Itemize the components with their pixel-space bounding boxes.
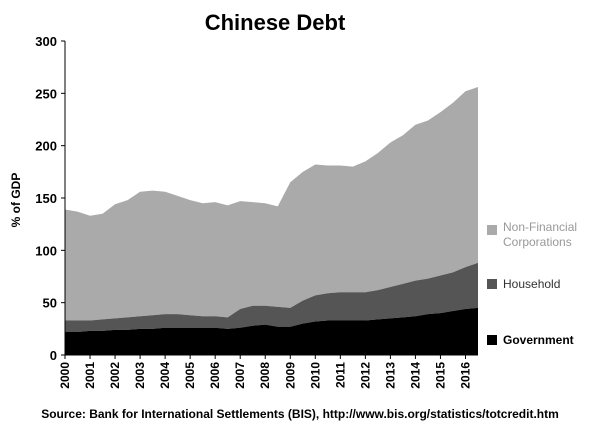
y-axis-label: % of GDP	[9, 173, 23, 228]
x-tick-label: 2005	[183, 362, 197, 389]
y-tick-label: 250	[35, 86, 57, 101]
x-tick-label: 2006	[208, 362, 222, 389]
source-note: Source: Bank for International Settlemen…	[41, 407, 559, 421]
x-tick-label: 2004	[158, 362, 172, 389]
x-tick-label: 2008	[258, 362, 272, 389]
legend-label: Household	[503, 277, 561, 291]
x-tick-label: 2001	[83, 362, 97, 389]
y-tick-label: 50	[43, 296, 57, 311]
x-tick-label: 2013	[383, 362, 397, 389]
x-tick-label: 2012	[358, 362, 372, 389]
y-tick-label: 200	[35, 139, 57, 154]
y-tick-label: 100	[35, 243, 57, 258]
y-tick-label: 300	[35, 34, 57, 49]
area	[65, 87, 478, 321]
legend-swatch	[487, 225, 497, 235]
x-tick-label: 2011	[333, 362, 347, 388]
legend-label: Government	[503, 333, 574, 347]
x-tick-label: 2010	[308, 362, 322, 389]
chart-title: Chinese Debt	[205, 10, 346, 35]
area	[65, 262, 478, 332]
x-tick-label: 2009	[283, 362, 297, 389]
y-tick-label: 0	[50, 348, 57, 363]
legend-swatch	[487, 335, 497, 345]
legend-label: Non-Financial Corporations	[503, 220, 578, 249]
x-tick-label: 2014	[408, 362, 422, 389]
x-tick-label: 2003	[133, 362, 147, 389]
x-tick-label: 2016	[458, 362, 472, 389]
x-tick-label: 2015	[433, 362, 447, 389]
legend-swatch	[487, 279, 497, 289]
area	[65, 307, 478, 355]
x-tick-label: 2002	[108, 362, 122, 389]
x-tick-label: 2007	[233, 362, 247, 389]
x-tick-label: 2000	[58, 362, 72, 389]
y-tick-label: 150	[35, 191, 57, 206]
